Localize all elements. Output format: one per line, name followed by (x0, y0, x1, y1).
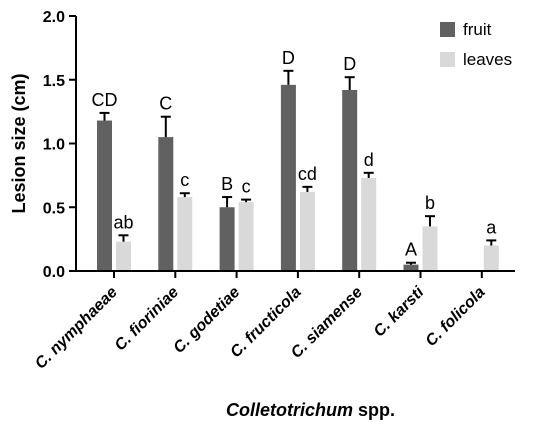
y-axis-title: Lesion size (cm) (9, 73, 29, 213)
bar-fruit (342, 89, 358, 271)
significance-letter: A (405, 240, 417, 260)
y-tick-label: 1.0 (43, 137, 65, 154)
significance-letter: D (343, 54, 356, 74)
legend-label-leaves: leaves (463, 50, 512, 69)
significance-letter: c (242, 177, 251, 197)
x-axis-title: Colletotrichum spp. (226, 400, 395, 420)
y-tick-label: 2.0 (43, 9, 65, 26)
x-axis-title-suffix: spp. (353, 400, 395, 420)
bar-fruit (280, 84, 296, 271)
bar-leaves (422, 226, 438, 271)
significance-letter: c (180, 170, 189, 190)
x-category-label: C. karsti (371, 283, 428, 340)
y-tick-label: 0.5 (43, 200, 65, 217)
legend-label-fruit: fruit (463, 20, 492, 39)
significance-letter: CD (92, 90, 118, 110)
bar-fruit (403, 264, 419, 271)
x-category-label: C. folicola (423, 284, 489, 350)
significance-letter: C (159, 94, 172, 114)
x-axis-title-genus: Colletotrichum (226, 400, 353, 420)
bar-fruit (158, 137, 174, 271)
y-tick-label: 1.5 (43, 73, 65, 90)
significance-letter: B (221, 174, 233, 194)
bar-leaves (238, 202, 254, 271)
x-category-label: C. nymphaeae (32, 284, 121, 373)
significance-letter: D (282, 48, 295, 68)
legend-swatch-leaves (440, 52, 455, 67)
y-tick-label: 0.0 (43, 264, 65, 281)
significance-letter: ab (113, 212, 133, 232)
significance-letter: b (425, 193, 435, 213)
significance-letter: a (486, 217, 497, 237)
chart-legend: fruit leaves (440, 20, 512, 69)
significance-letter: d (364, 150, 374, 170)
bar-leaves (177, 197, 193, 271)
bar-leaves (299, 191, 315, 271)
significance-letter: cd (298, 164, 317, 184)
legend-swatch-fruit (440, 22, 455, 37)
bar-leaves (483, 245, 499, 271)
bar-leaves (361, 177, 377, 271)
bar-leaves (116, 241, 131, 271)
bar-fruit (219, 207, 235, 271)
bar-fruit (97, 120, 112, 271)
